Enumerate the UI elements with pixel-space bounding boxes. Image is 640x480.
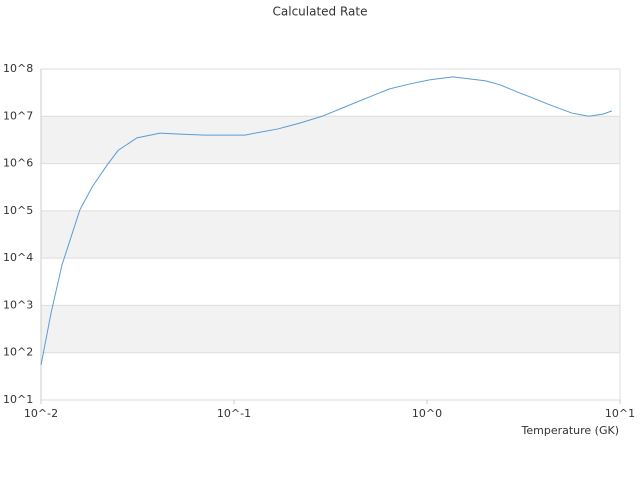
y-tick-label: 10^5: [3, 204, 33, 217]
y-tick-label: 10^6: [3, 157, 33, 170]
grid-band: [41, 210, 620, 259]
grid-band: [41, 305, 620, 353]
y-tick-label: 10^1: [3, 393, 33, 406]
x-tick-label: 10^0: [412, 407, 442, 420]
x-tick-label: 10^-2: [24, 407, 58, 420]
y-tick-label: 10^7: [3, 109, 33, 122]
y-tick-label: 10^4: [3, 251, 33, 264]
chart-title: Calculated Rate: [273, 5, 368, 19]
x-tick-label: 10^-1: [217, 407, 251, 420]
x-axis-label: Temperature (GK): [521, 424, 620, 437]
data-line: [40, 76, 613, 366]
y-tick-label: 10^3: [3, 298, 33, 311]
grid-band: [41, 116, 620, 164]
y-tick-label: 10^2: [3, 346, 33, 359]
x-tick-label: 10^1: [605, 407, 635, 420]
y-tick-label: 10^8: [3, 62, 33, 75]
